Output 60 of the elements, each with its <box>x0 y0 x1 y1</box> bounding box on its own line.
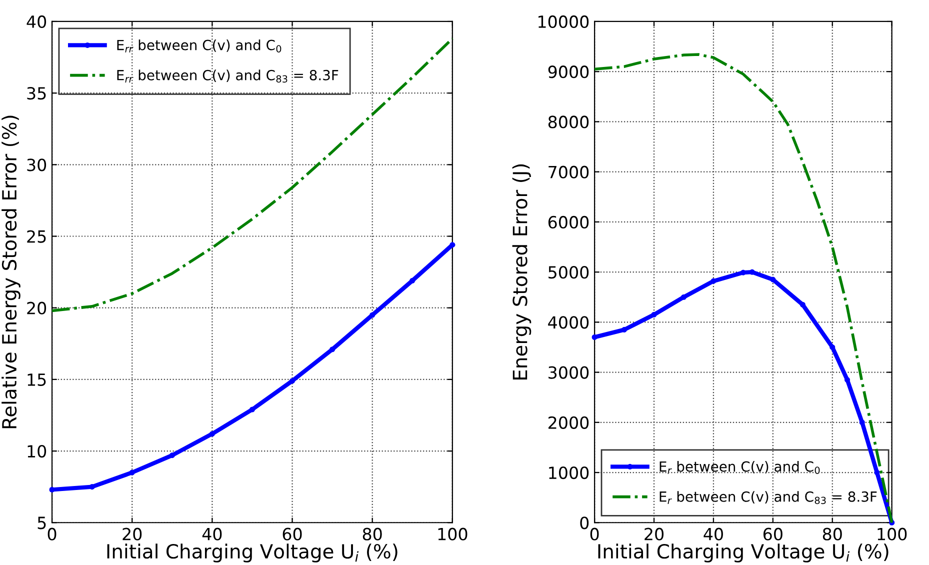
x-tick-label: 20 <box>122 528 142 540</box>
y-tick-label: 6000 <box>548 216 589 228</box>
point <box>289 378 296 384</box>
y-axis-title: Relative Energy Stored Error (%) <box>2 116 20 428</box>
x-axis-title: Initial Charging Voltage U$_{i}$ (%) <box>598 544 888 562</box>
y-tick-label: 20 <box>27 302 46 314</box>
x-axis-title: Initial Charging Voltage U$_{i}$ (%) <box>107 544 398 562</box>
point <box>249 406 255 412</box>
line-series <box>50 37 454 312</box>
y-tick-label: 1000 <box>549 466 589 480</box>
point <box>710 278 716 284</box>
y-tick-label: 9000 <box>548 66 589 78</box>
y-tick-label: 4000 <box>548 316 589 329</box>
point <box>410 278 416 284</box>
point <box>370 312 376 318</box>
point <box>592 334 598 340</box>
y-tick-label: 8000 <box>548 116 589 128</box>
x-tick-label: 0 <box>48 528 56 540</box>
x-tick-label: 80 <box>362 528 382 540</box>
point <box>450 242 456 248</box>
point <box>169 452 175 458</box>
x-tick-label: 0 <box>590 528 599 540</box>
point <box>622 326 628 332</box>
point <box>874 470 880 476</box>
point <box>800 302 806 308</box>
x-tick-label: 60 <box>282 528 302 540</box>
y-tick-label: 35 <box>27 87 46 100</box>
point <box>740 270 746 276</box>
x-tick-label: 20 <box>644 528 664 540</box>
x-tick-label: 60 <box>763 528 782 540</box>
y-tick-label: 10000 <box>538 15 589 28</box>
x-tick-label: 80 <box>822 528 842 540</box>
y-tick-label: 3000 <box>548 366 589 379</box>
y-tick-label: 7000 <box>548 166 589 178</box>
point <box>680 294 687 300</box>
legend-label: E$_{r}$ between C(v) and C$_{83}$ = 8.3F <box>660 491 877 504</box>
x-tick-label: 100 <box>878 528 907 540</box>
legend-label: E$_{rr}$ between C(v) and C$_{83}$ = 8.3F <box>117 70 338 83</box>
point <box>770 276 776 282</box>
y-tick-label: 5 <box>38 516 46 530</box>
point <box>844 377 850 383</box>
x-tick-label: 100 <box>438 528 468 540</box>
y-tick-label: 2000 <box>548 416 589 429</box>
y-tick-label: 0 <box>580 516 589 530</box>
point <box>209 431 215 437</box>
y-tick-label: 25 <box>27 230 46 243</box>
y-tick-label: 10 <box>28 444 46 458</box>
point <box>651 312 657 318</box>
x-tick-label: 40 <box>202 528 222 540</box>
x-tick-label: 40 <box>704 528 723 540</box>
y-tick-label: 40 <box>26 15 46 28</box>
point <box>830 344 836 350</box>
y-axis-title: Energy Stored Error (J) <box>512 164 532 380</box>
point <box>129 470 135 476</box>
point <box>330 346 336 352</box>
y-tick-label: 5000 <box>548 266 589 279</box>
y-tick-label: 15 <box>28 374 46 386</box>
legend-label: E$_{rr}$ between C(v) and C$_{0}$ <box>117 40 282 52</box>
point <box>859 420 865 426</box>
y-tick-label: 30 <box>27 158 46 172</box>
